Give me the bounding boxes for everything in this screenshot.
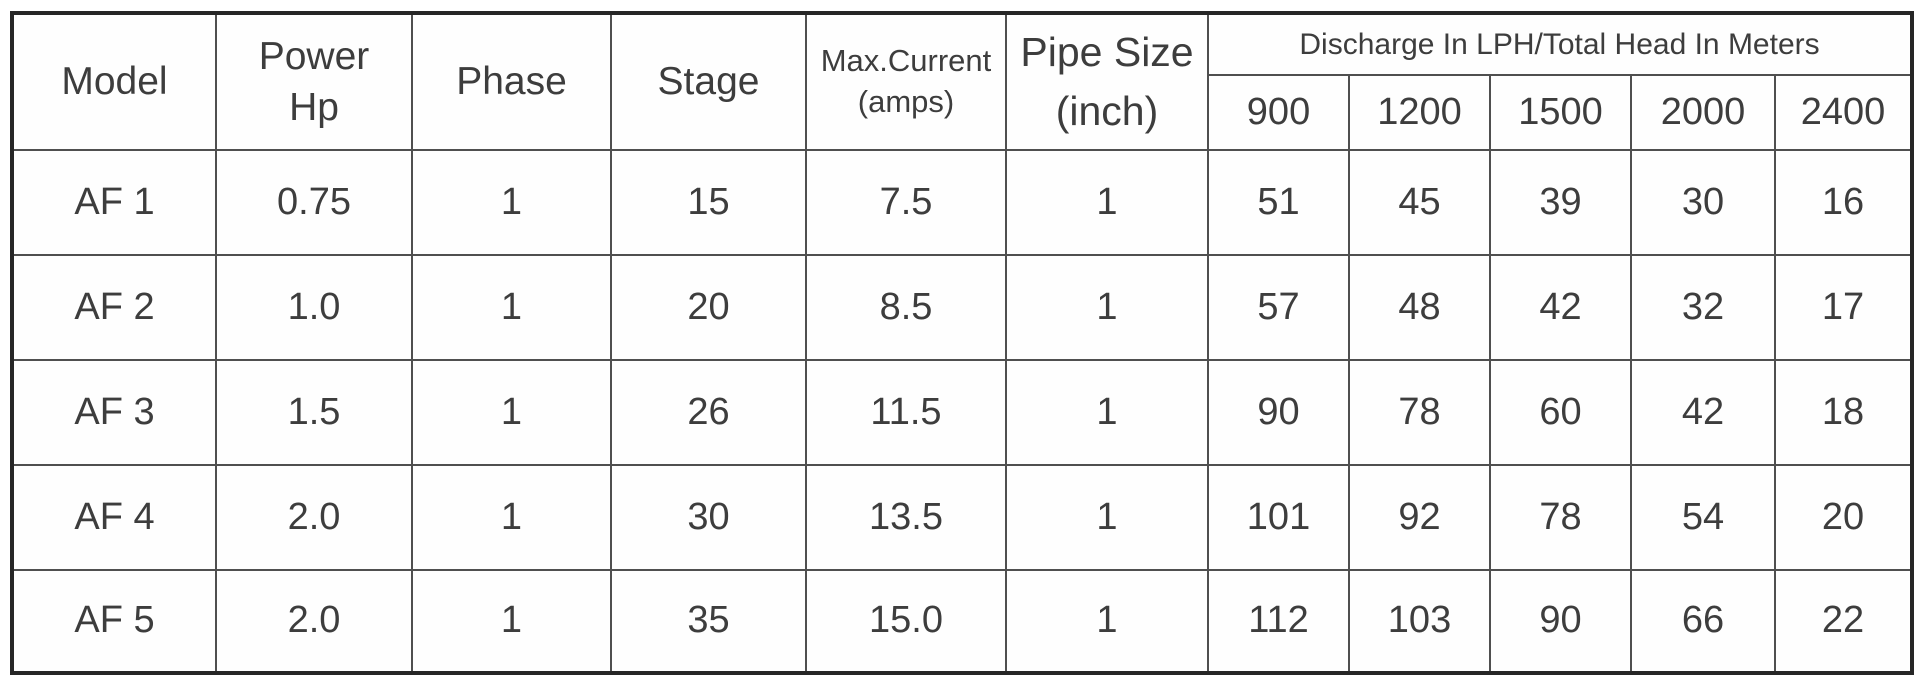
cell-phase: 1	[411, 359, 612, 466]
cell-phase: 1	[411, 254, 612, 361]
cell-discharge-900: 90	[1207, 359, 1350, 466]
cell-discharge-1500: 78	[1489, 464, 1632, 571]
pump-spec-table-container: Model Power Hp Phase Stage Max.Current (…	[10, 11, 1915, 675]
cell-stage: 35	[610, 569, 807, 674]
cell-phase: 1	[411, 149, 612, 256]
cell-discharge-1500: 39	[1489, 149, 1632, 256]
cell-max-current: 11.5	[805, 359, 1007, 466]
col-header-max-current-line1: Max.Current	[820, 43, 992, 79]
cell-power: 2.0	[215, 569, 413, 674]
col-header-max-current-line2: (amps)	[857, 84, 955, 119]
cell-power: 1.5	[215, 359, 413, 466]
cell-max-current: 8.5	[805, 254, 1007, 361]
col-header-phase: Phase	[411, 12, 612, 151]
cell-stage: 15	[610, 149, 807, 256]
cell-discharge-1200: 103	[1348, 569, 1491, 674]
cell-discharge-1500: 90	[1489, 569, 1632, 674]
cell-discharge-1200: 78	[1348, 359, 1491, 466]
cell-discharge-2400: 22	[1773, 569, 1914, 674]
cell-power: 2.0	[215, 464, 413, 571]
table-row-af3: AF 3 1.5 1 26 11.5 1 90 78 60 42 18	[11, 359, 1914, 466]
cell-discharge-1200: 48	[1348, 254, 1491, 361]
col-header-discharge-2400: 2400	[1773, 74, 1914, 151]
col-header-discharge-2000: 2000	[1630, 74, 1776, 151]
cell-discharge-900: 51	[1207, 149, 1350, 256]
cell-phase: 1	[411, 569, 612, 674]
cell-discharge-1500: 42	[1489, 254, 1632, 361]
cell-discharge-900: 112	[1207, 569, 1350, 674]
col-header-pipe-size: Pipe Size (inch)	[1005, 12, 1209, 151]
col-header-power-line1: Power	[258, 34, 370, 78]
table-row-af4: AF 4 2.0 1 30 13.5 1 101 92 78 54 20	[11, 464, 1914, 571]
col-header-power: Power Hp	[215, 12, 413, 151]
cell-discharge-2400: 18	[1773, 359, 1914, 466]
cell-model: AF 3	[11, 359, 217, 466]
cell-max-current: 7.5	[805, 149, 1007, 256]
cell-model: AF 1	[11, 149, 217, 256]
col-header-discharge-900: 900	[1207, 74, 1350, 151]
cell-discharge-900: 57	[1207, 254, 1350, 361]
cell-pipe-size: 1	[1005, 464, 1209, 571]
cell-model: AF 2	[11, 254, 217, 361]
cell-discharge-900: 101	[1207, 464, 1350, 571]
cell-discharge-2000: 54	[1630, 464, 1776, 571]
col-header-max-current: Max.Current (amps)	[805, 12, 1007, 151]
col-header-discharge-1500: 1500	[1489, 74, 1632, 151]
cell-model: AF 4	[11, 464, 217, 571]
cell-stage: 30	[610, 464, 807, 571]
cell-discharge-2400: 17	[1773, 254, 1914, 361]
cell-discharge-2000: 32	[1630, 254, 1776, 361]
cell-discharge-2000: 42	[1630, 359, 1776, 466]
col-header-model: Model	[11, 12, 217, 151]
cell-discharge-1200: 45	[1348, 149, 1491, 256]
cell-stage: 20	[610, 254, 807, 361]
cell-stage: 26	[610, 359, 807, 466]
cell-model: AF 5	[11, 569, 217, 674]
cell-discharge-1500: 60	[1489, 359, 1632, 466]
pump-spec-table: Model Power Hp Phase Stage Max.Current (…	[10, 11, 1915, 675]
cell-max-current: 13.5	[805, 464, 1007, 571]
table-row-af1: AF 1 0.75 1 15 7.5 1 51 45 39 30 16	[11, 149, 1914, 256]
cell-max-current: 15.0	[805, 569, 1007, 674]
table-row-af2: AF 2 1.0 1 20 8.5 1 57 48 42 32 17	[11, 254, 1914, 361]
cell-pipe-size: 1	[1005, 569, 1209, 674]
cell-discharge-2400: 16	[1773, 149, 1914, 256]
cell-discharge-1200: 92	[1348, 464, 1491, 571]
cell-power: 0.75	[215, 149, 413, 256]
cell-pipe-size: 1	[1005, 254, 1209, 361]
cell-power: 1.0	[215, 254, 413, 361]
cell-pipe-size: 1	[1005, 149, 1209, 256]
cell-pipe-size: 1	[1005, 359, 1209, 466]
cell-discharge-2000: 30	[1630, 149, 1776, 256]
col-header-discharge-1200: 1200	[1348, 74, 1491, 151]
table-row-af5: AF 5 2.0 1 35 15.0 1 112 103 90 66 22	[11, 569, 1914, 674]
cell-discharge-2400: 20	[1773, 464, 1914, 571]
col-header-pipe-size-line1: Pipe Size	[1020, 28, 1194, 75]
col-header-stage: Stage	[610, 12, 807, 151]
col-header-pipe-size-line2: (inch)	[1055, 88, 1159, 134]
header-row-top: Model Power Hp Phase Stage Max.Current (…	[11, 12, 1914, 151]
header-row-discharge-values: 900 1200 1500 2000 2400	[12, 74, 1914, 151]
col-header-discharge-group: Discharge In LPH/Total Head In Meters	[1206, 12, 1914, 76]
cell-discharge-2000: 66	[1630, 569, 1776, 674]
col-header-power-line2: Hp	[289, 86, 339, 129]
cell-phase: 1	[411, 464, 612, 571]
